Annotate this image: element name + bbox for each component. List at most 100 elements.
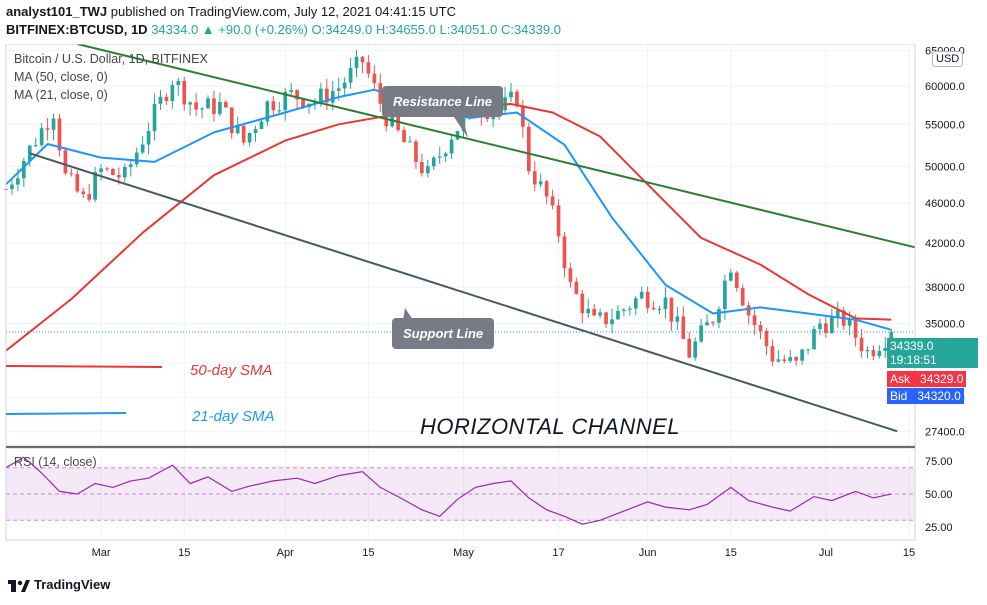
candle-body (319, 88, 323, 103)
candle-body (81, 191, 86, 195)
time-tick-label: 15 (178, 547, 190, 559)
price-chart[interactable]: 27400.029600.032000.035000.038000.042000… (0, 44, 987, 569)
sma21-swatch (5, 412, 127, 415)
candle-body (794, 357, 799, 361)
candle-body (188, 102, 193, 105)
time-tick-label: 15 (725, 547, 737, 559)
bar-countdown: 19:18:51 (890, 353, 937, 367)
tradingview-logo-icon (8, 579, 30, 592)
candle-body (687, 338, 692, 358)
candle-body (206, 98, 210, 109)
candle-body (277, 110, 282, 112)
candle-body (51, 118, 56, 130)
candle-body (420, 161, 424, 174)
candle-body (728, 272, 733, 281)
candle-body (740, 288, 745, 306)
candle-body (93, 172, 97, 200)
rsi-tick-label: 25.00 (925, 522, 953, 534)
candle-body (247, 132, 252, 143)
candle-body (681, 316, 686, 339)
candle-body (212, 98, 216, 114)
candle-body (271, 101, 276, 111)
candle-body (235, 125, 240, 134)
candle-body (218, 101, 222, 114)
author-name[interactable]: analyst101_TWJ (6, 4, 108, 19)
candle-body (818, 323, 822, 330)
time-axis-ticks[interactable]: Mar 15 Apr 15 May 17 Jun 15 Jul 15 (92, 547, 916, 559)
candle-body (16, 178, 20, 185)
sma50-label: 50-day SMA (190, 362, 273, 379)
candle-body (824, 323, 828, 334)
candle-body (330, 90, 335, 103)
currency-button[interactable]: USD (932, 51, 964, 67)
candle-body (57, 118, 62, 151)
candle-body (253, 129, 258, 133)
candle-body (295, 90, 299, 100)
candle-body (241, 125, 246, 143)
rsi-line (5, 456, 892, 525)
time-tick-label: 15 (903, 547, 915, 559)
candle-body (10, 184, 14, 190)
candle-body (865, 350, 870, 352)
candle-body (758, 325, 763, 331)
last-price-tag: 34339.0 19:18:51 (887, 338, 978, 368)
ma50-path (5, 103, 892, 352)
candle-body (806, 349, 810, 351)
candle-body (117, 174, 121, 178)
publish-details: published on TradingView.com, July 12, 2… (107, 4, 456, 19)
candle-body (105, 168, 109, 170)
candle-body (580, 293, 585, 314)
resistance-trendline (77, 44, 916, 249)
horizontal-channel-label: HORIZONTAL CHANNEL (420, 414, 681, 439)
rsi-legend[interactable]: RSI (14, close) (14, 455, 97, 469)
high-value: H:34655.0 (375, 22, 436, 37)
candle-body (342, 82, 347, 89)
ma21-legend[interactable]: MA (21, close, 0) (14, 88, 108, 102)
ask-label: Ask (890, 372, 911, 386)
axes (5, 44, 916, 541)
bid-price: 34320.0 (917, 389, 961, 403)
time-tick-label: Apr (277, 547, 294, 559)
tradingview-wordmark: TradingView (34, 577, 111, 592)
candle-body (711, 322, 715, 324)
candle-body (853, 318, 858, 338)
candle-body (877, 350, 882, 356)
candle-body (871, 350, 876, 356)
candle-body (21, 160, 26, 179)
price-tick-label: 46000.0 (925, 198, 965, 210)
candle-body (366, 62, 371, 74)
price-pane-border (5, 44, 916, 447)
candle-body (835, 310, 840, 318)
ma50-line (5, 103, 892, 352)
candle-body (152, 103, 157, 131)
candle-body (699, 325, 703, 342)
ma50-legend[interactable]: MA (50, close, 0) (14, 70, 108, 84)
resistance-line-label: Resistance Line (382, 86, 503, 117)
candle-body (633, 298, 638, 309)
candle-body (622, 309, 626, 311)
candle-body (128, 164, 133, 167)
support-line-label: Support Line (392, 318, 495, 349)
candle-body (604, 312, 608, 325)
rsi-axis-ticks: 25.00 50.00 75.00 (925, 456, 953, 534)
candle-body (39, 128, 44, 146)
tradingview-logo[interactable]: TradingView (8, 577, 110, 592)
candle-body (574, 281, 579, 294)
candle-body (782, 359, 787, 361)
candle-body (69, 173, 74, 175)
candle-body (289, 90, 294, 92)
candle-body (723, 280, 727, 310)
time-tick-label: Jun (639, 547, 657, 559)
candle-body (598, 312, 602, 316)
candle-body (33, 145, 38, 147)
price-tick-label: 35000.0 (925, 318, 965, 330)
candle-body (788, 357, 793, 361)
last-price: 34339.0 (890, 339, 934, 353)
candle-body (610, 319, 614, 325)
candle-body (360, 56, 365, 63)
candle-body (770, 346, 775, 362)
ask-price-tag: Ask 34329.0 (887, 371, 967, 387)
candle-body (194, 102, 198, 110)
candle-body (639, 291, 644, 299)
rsi-tick-label: 50.00 (925, 489, 953, 501)
